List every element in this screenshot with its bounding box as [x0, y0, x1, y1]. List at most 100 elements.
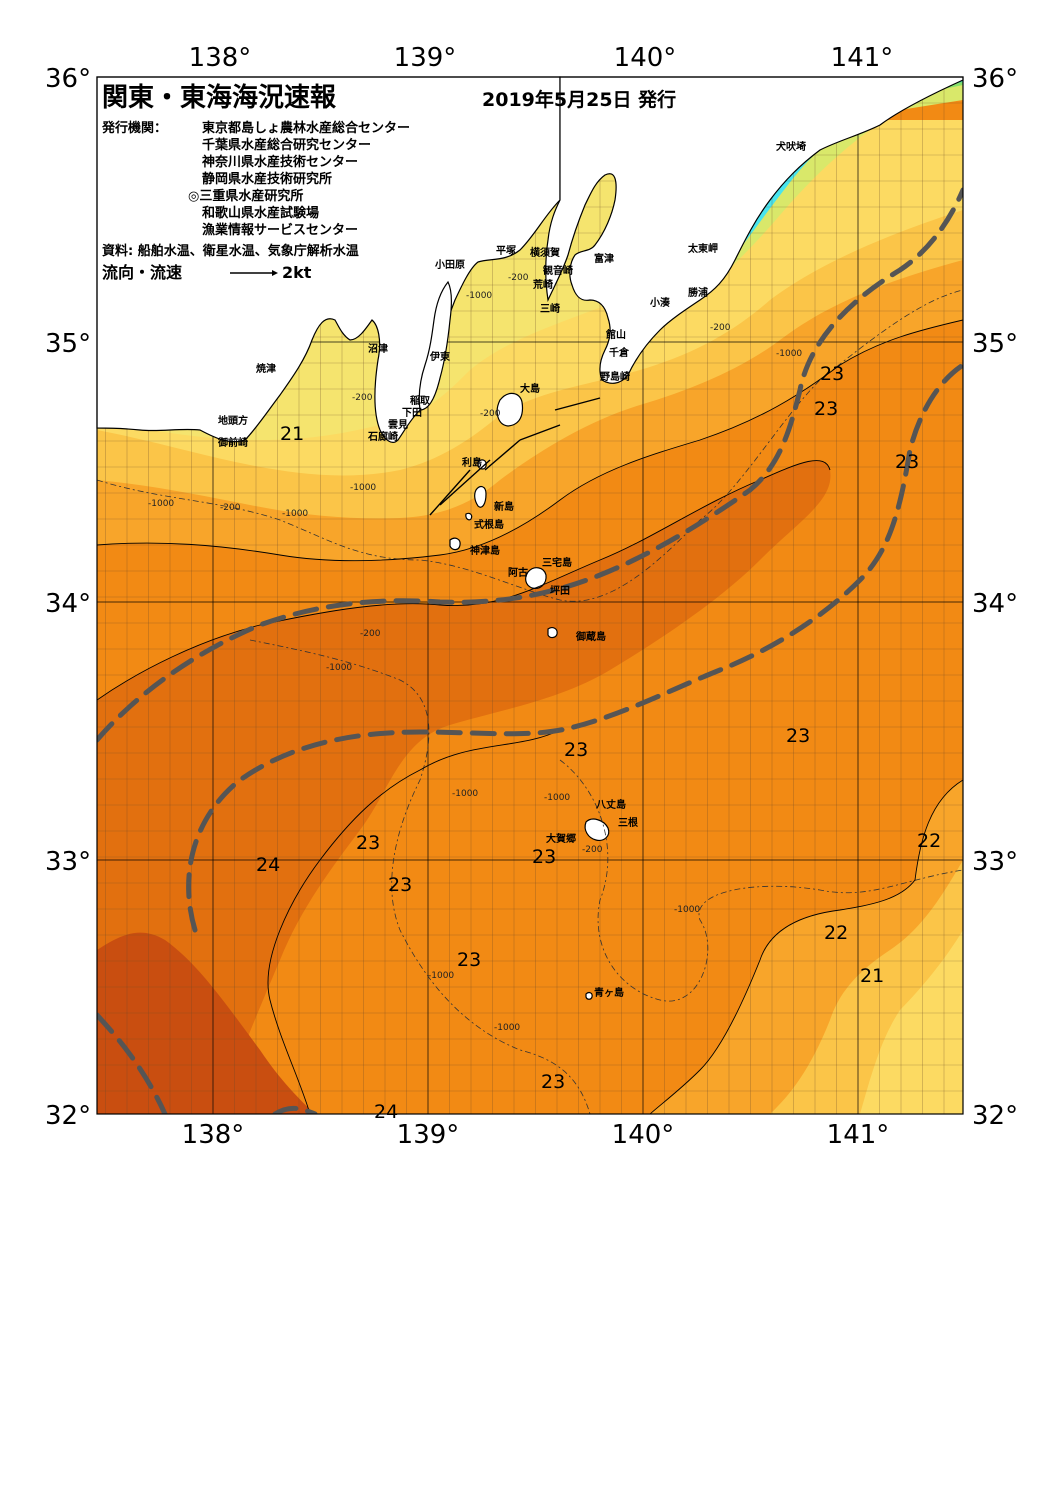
kuroshio-south-edge: [97, 1012, 168, 1114]
depth-label: -1000: [466, 291, 492, 301]
issuer-6: 和歌山県水産試験場: [202, 205, 319, 221]
temp-label: 23: [457, 949, 481, 971]
flow-legend-scale: 2kt: [282, 263, 312, 282]
depth-label: -1000: [282, 509, 308, 519]
issuer-4: 静岡県水産技術研究所: [202, 171, 332, 187]
depth-label: -1000: [428, 971, 454, 981]
temp-label: 23: [564, 739, 588, 761]
place-niijima: 新島: [494, 500, 514, 513]
temp-label: 23: [786, 725, 810, 747]
flow-arrow: [439, 459, 491, 506]
depth-label: -200: [352, 393, 373, 403]
lon-bottom-141: 141°: [827, 1120, 890, 1150]
kuroshio-south-edge-2: [272, 1105, 318, 1114]
lat-right-33: 33°: [972, 847, 1018, 877]
place-tsubota: 坪田: [550, 584, 570, 597]
place-ito: 伊東: [429, 350, 450, 363]
flow-arrow: [554, 397, 601, 411]
temp-label: 23: [356, 832, 380, 854]
issuer-1: 東京都島しょ農林水産総合センター: [202, 120, 410, 136]
issuer-2: 千葉県水産総合研究センター: [202, 137, 371, 153]
zone-20-southeast: [860, 930, 963, 1114]
kuroshio-axes: [97, 187, 963, 1114]
place-chikura: 千倉: [609, 346, 630, 359]
temp-label: 24: [374, 1101, 398, 1123]
island-shikine: [465, 512, 473, 521]
depth-label: -1000: [544, 793, 570, 803]
place-hiratsuka: 平塚: [496, 244, 516, 257]
temp-label: 23: [541, 1071, 565, 1093]
lat-left-34: 34°: [45, 589, 91, 619]
place-inubosaki: 犬吠埼: [776, 140, 806, 153]
island-hachijo: [584, 818, 610, 841]
issuer-5: ◎三重県水産研究所: [188, 188, 303, 204]
place-yaizu: 焼津: [256, 362, 276, 375]
depth-label: -1000: [776, 349, 802, 359]
depth-label: -1000: [326, 663, 352, 673]
place-shikinejima: 式根島: [474, 518, 504, 531]
place-taitomisaki: 太東岬: [687, 242, 718, 255]
temp-label: 23: [388, 874, 412, 896]
place-kumomi: 雲見: [388, 419, 408, 431]
data-source: 資料: 船舶水温、衛星水温、気象庁解析水温: [102, 243, 359, 259]
temp-label: 23: [814, 398, 838, 420]
place-odawara: 小田原: [434, 258, 465, 271]
issuer-3: 神奈川県水産技術センター: [202, 154, 358, 170]
lon-top-139: 139°: [394, 43, 457, 73]
island-aogashima: [585, 991, 593, 1000]
place-aogashima: 青ヶ島: [594, 986, 624, 999]
depth-label: -200: [710, 323, 731, 333]
lat-left-33: 33°: [45, 847, 91, 877]
place-kozushima: 神津島: [470, 544, 500, 557]
place-mikurajima: 御蔵島: [575, 630, 606, 643]
map-title: 関東・東海海況速報: [102, 83, 337, 113]
issuer-label: 発行機関：: [101, 120, 167, 136]
place-futtsu: 富津: [594, 252, 614, 265]
island-toshima: [477, 459, 487, 470]
place-kannonzaki: 観音崎: [543, 264, 573, 277]
flow-legend-arrowhead: [272, 270, 278, 276]
place-hachijojima: 八丈島: [595, 798, 626, 811]
place-arasaki: 荒崎: [532, 278, 553, 291]
place-mitsune: 三根: [618, 816, 638, 829]
place-jitogata: 地頭方: [218, 414, 248, 427]
temp-label: 23: [820, 363, 844, 385]
island-oshima: [496, 392, 524, 427]
issuer-7: 漁業情報サービスセンター: [202, 222, 358, 238]
island-kozu: [449, 537, 461, 551]
isotherm-c: [649, 779, 963, 1114]
temp-label: 21: [860, 965, 884, 987]
island-mikura: [547, 627, 558, 639]
place-numazu: 沼津: [368, 342, 388, 355]
place-nojimazaki: 野島崎: [600, 370, 630, 383]
land-izu: [418, 280, 452, 411]
temp-label: 24: [256, 854, 280, 876]
zone-24: [97, 932, 315, 1114]
place-oshima: 大島: [520, 382, 540, 395]
lat-right-36: 36°: [972, 64, 1018, 94]
temp-label: 21: [280, 423, 304, 445]
lon-bottom-140: 140°: [612, 1120, 675, 1150]
temp-label: 22: [824, 922, 848, 944]
flow-arrow: [429, 469, 471, 516]
place-inatori: 稲取: [410, 394, 431, 407]
place-misaki: 三崎: [540, 302, 560, 315]
depth-label: -1000: [494, 1023, 520, 1033]
depth-label: -200: [480, 409, 501, 419]
lat-right-35: 35°: [972, 329, 1018, 359]
depth-contours: [97, 289, 963, 1114]
lat-left-36: 36°: [45, 64, 91, 94]
lon-top-140: 140°: [614, 43, 677, 73]
flow-arrow: [484, 439, 521, 471]
depth-label: -200: [220, 503, 241, 513]
depth-label: -1000: [350, 483, 376, 493]
lon-top-141: 141°: [831, 43, 894, 73]
map-frame: [96, 76, 964, 1115]
lat-left-32: 32°: [45, 1101, 91, 1131]
land: [96, 76, 964, 443]
zone-23-5: [97, 460, 831, 1114]
lon-bottom-138: 138°: [182, 1120, 245, 1150]
place-irozaki: 石廊崎: [367, 430, 398, 443]
islands: [449, 392, 610, 1000]
depth-label: -200: [582, 845, 603, 855]
